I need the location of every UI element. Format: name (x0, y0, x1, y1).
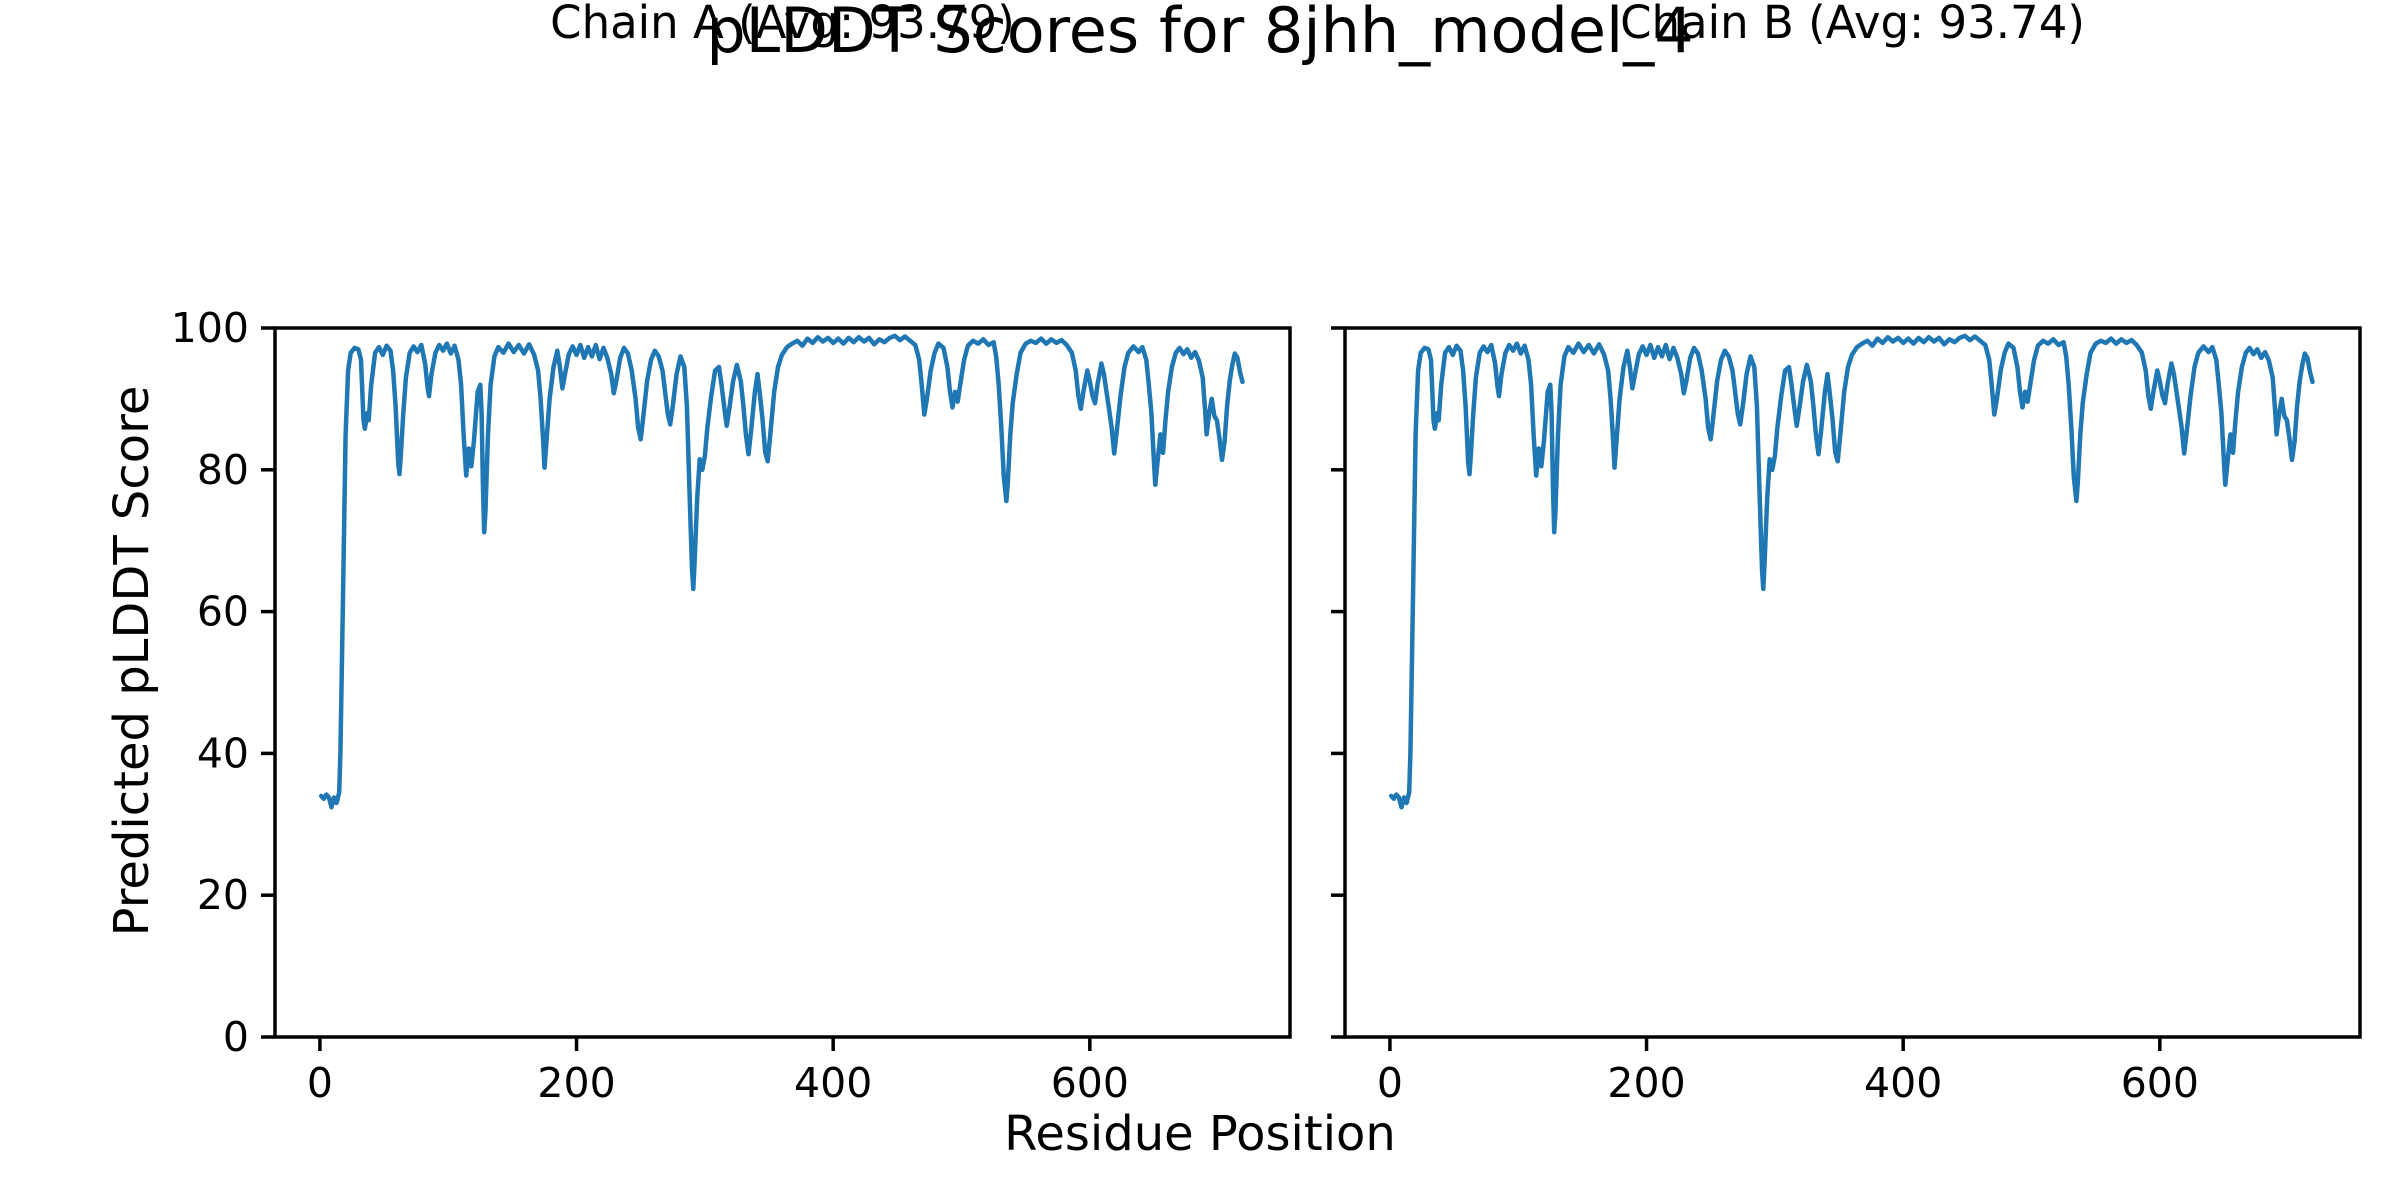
chain-a-plot: 0 200 400 600 0 20 40 60 80 100 (171, 304, 1292, 1107)
y-tick-label: 20 (197, 871, 249, 919)
x-tick-label: 400 (1864, 1059, 1942, 1107)
x-tick-label: 600 (1051, 1059, 1129, 1107)
plddt-line (318, 333, 1245, 810)
y-tick-label: 80 (197, 446, 249, 494)
figure-title: pLDDT Scores for 8jhh_model_4 (706, 0, 1694, 67)
chain-b-plot: 0 200 400 600 (1331, 326, 2362, 1107)
plddt-line (1388, 333, 2315, 810)
chain-b-title: Chain B (Avg: 93.74) (1620, 0, 2085, 49)
x-tick-label: 400 (794, 1059, 872, 1107)
x-tick-label: 0 (1377, 1059, 1403, 1107)
axes-spines (1343, 326, 2362, 1039)
x-tick-label: 200 (1607, 1059, 1685, 1107)
y-tick-label: 100 (171, 304, 249, 352)
y-tick-label: 60 (197, 588, 249, 636)
axes-spines (273, 326, 1292, 1039)
x-tick-label: 0 (307, 1059, 333, 1107)
x-tick-label: 200 (537, 1059, 615, 1107)
y-tick-label: 0 (223, 1013, 249, 1061)
chain-a-title: Chain A (Avg: 93.79) (550, 0, 1015, 49)
x-tick-label: 600 (2121, 1059, 2199, 1107)
y-tick-label: 40 (197, 729, 249, 777)
y-axis-label-text: Predicted pLDDT Score (104, 385, 160, 937)
x-axis-label: Residue Position (1004, 1106, 1396, 1162)
